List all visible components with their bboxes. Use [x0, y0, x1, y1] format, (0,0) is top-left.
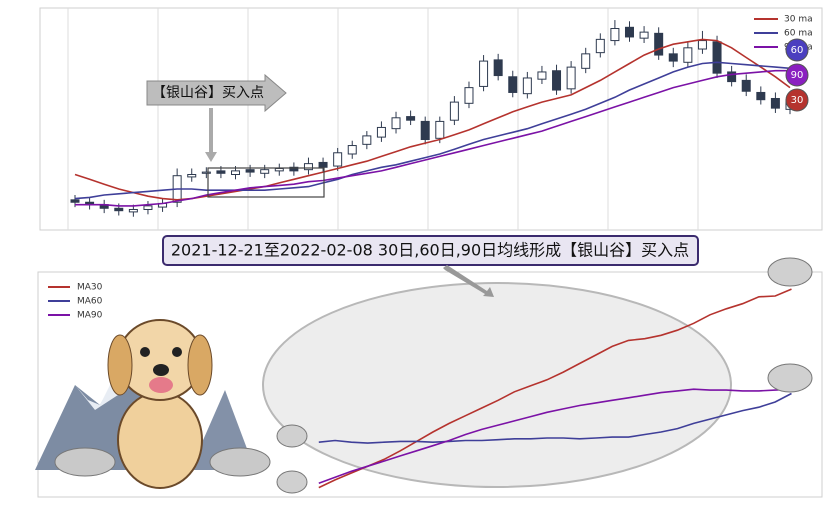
candle-body — [128, 208, 138, 213]
candle-body — [231, 170, 241, 175]
candle-body — [537, 71, 547, 80]
candle-body — [391, 117, 401, 130]
silver-ingot — [276, 424, 308, 448]
dog-ear — [107, 334, 133, 396]
candle-body — [260, 169, 270, 174]
caption-pointer — [443, 265, 494, 297]
legend-label: MA60 — [77, 297, 103, 307]
candle-body — [595, 38, 605, 54]
legend-label: MA90 — [77, 311, 103, 321]
candle-body — [727, 71, 737, 83]
candle-body — [756, 91, 766, 101]
candle-body — [201, 171, 211, 174]
candle-body — [318, 161, 328, 168]
candle-body — [289, 166, 299, 172]
badge — [785, 63, 809, 87]
candle-body — [70, 199, 80, 203]
candle-body — [493, 59, 503, 77]
silver-ingot — [209, 447, 271, 477]
dog-tongue — [149, 377, 173, 393]
candle-body — [435, 120, 445, 139]
ma-line — [318, 288, 792, 489]
decoration — [35, 257, 813, 494]
candle-body — [449, 101, 459, 121]
candle-body — [683, 47, 693, 63]
candle-body — [508, 76, 518, 93]
candle-body — [187, 174, 197, 178]
legend-label: 60 ma — [784, 29, 813, 39]
caption-box — [162, 235, 699, 266]
candle-body — [245, 169, 255, 173]
candle-body — [552, 70, 562, 91]
badge-label: 60 — [791, 45, 804, 56]
candle-body — [479, 60, 489, 87]
candle-body — [668, 53, 678, 62]
ma-line — [75, 69, 790, 207]
candle-body — [303, 163, 313, 171]
highlight-ellipse — [262, 282, 732, 488]
dog-ear — [187, 334, 213, 396]
top-plot-area — [39, 7, 823, 231]
candle-body — [420, 120, 430, 141]
candle-body — [464, 87, 474, 104]
ma-line — [318, 388, 792, 485]
candle-body — [333, 152, 343, 167]
mountain-snow — [75, 360, 125, 410]
candle-body — [406, 116, 416, 121]
candle-body — [654, 32, 664, 56]
annotation-text: 【银山谷】买入点 — [152, 85, 264, 101]
candle-body — [522, 77, 532, 95]
candle-body — [697, 40, 707, 50]
badge-label: 30 — [791, 95, 804, 106]
candle-body — [770, 97, 780, 109]
candle-body — [362, 135, 372, 145]
dog-nose — [153, 364, 169, 376]
annotation-pointer — [205, 108, 217, 162]
candle-body — [143, 205, 153, 210]
candle-body — [712, 41, 722, 74]
candle-body — [581, 53, 591, 69]
candle-body — [741, 79, 751, 92]
candle-body — [114, 207, 124, 212]
candle-body — [639, 31, 649, 39]
candle-body — [274, 167, 284, 172]
ma-line — [74, 61, 791, 200]
candle-body — [216, 170, 226, 174]
candle-body — [376, 126, 386, 138]
candle-body — [610, 28, 620, 42]
legend-label: MA30 — [77, 283, 103, 293]
highlight-box — [207, 167, 325, 198]
dog-body — [117, 391, 203, 489]
candle-body — [624, 26, 634, 38]
dog-eye — [172, 347, 182, 357]
silver-ingot — [767, 257, 813, 287]
badge-label: 90 — [791, 70, 804, 81]
candle-body — [347, 145, 357, 155]
caption-text: 2021-12-21至2022-02-08 30日,60日,90日均线形成【银山… — [171, 241, 689, 260]
legend-label: 30 ma — [784, 15, 813, 25]
candle-body — [566, 66, 576, 90]
silver-ingot — [276, 470, 308, 494]
badge — [785, 88, 809, 112]
silver-ingot — [767, 363, 813, 393]
dog-eye — [140, 347, 150, 357]
silver-ingot — [54, 447, 116, 477]
top-vertical-grid — [67, 8, 699, 230]
ma-line — [318, 392, 792, 444]
badge — [785, 38, 809, 62]
annotation-arrow-box — [146, 73, 287, 113]
